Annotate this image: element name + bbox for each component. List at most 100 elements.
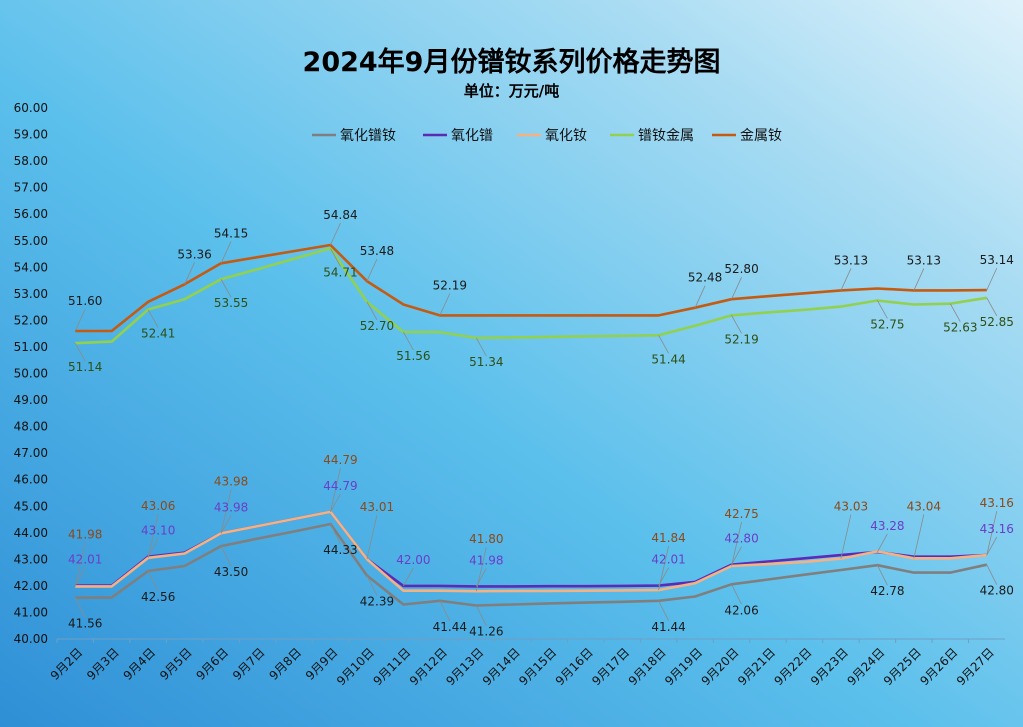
data-label: 53.36	[177, 247, 211, 261]
data-label-leader	[74, 343, 86, 362]
x-tick-label: 9月7日	[230, 645, 268, 683]
data-label-leader	[658, 600, 669, 621]
data-label: 54.15	[214, 226, 248, 240]
data-label: 41.44	[433, 620, 467, 634]
data-label-leader	[475, 337, 487, 357]
data-label-leader	[731, 276, 742, 300]
data-label: 41.84	[651, 531, 685, 545]
data-label: 43.16	[980, 522, 1014, 536]
data-label-leader	[731, 584, 742, 605]
data-label: 42.00	[396, 553, 430, 567]
x-tick-label: 9月18日	[626, 645, 669, 688]
series-line	[75, 243, 987, 333]
y-tick-label: 46.00	[14, 473, 48, 487]
x-tick-label: 9月3日	[84, 645, 122, 683]
data-label-leader	[658, 335, 669, 354]
x-tick-label: 9月17日	[589, 645, 632, 688]
series-line	[75, 510, 987, 593]
legend-entry: 氧化镨钕	[340, 128, 396, 144]
data-label-leader	[840, 514, 852, 559]
y-tick-label: 60.00	[14, 101, 48, 115]
data-label: 52.75	[870, 317, 904, 331]
data-label-leader	[731, 315, 742, 334]
y-tick-label: 41.00	[14, 605, 48, 619]
x-tick-label: 9月25日	[881, 645, 924, 688]
chart-title: 2024年9月份镨钕系列价格走势图	[302, 47, 721, 78]
data-label: 43.10	[141, 524, 175, 538]
y-tick-label: 53.00	[14, 287, 48, 301]
data-label: 43.03	[834, 500, 868, 514]
data-label: 43.16	[980, 496, 1014, 510]
data-label: 42.01	[68, 553, 102, 567]
data-label-leader	[330, 493, 341, 513]
data-label: 53.48	[360, 244, 394, 258]
data-label-leader	[220, 545, 232, 567]
data-label: 43.98	[214, 500, 248, 514]
data-label-leader	[74, 597, 86, 618]
data-label-leader	[877, 300, 888, 319]
data-label: 42.39	[360, 595, 394, 609]
x-tick-label: 9月4日	[121, 645, 159, 683]
x-tick-label: 9月13日	[443, 645, 486, 688]
data-label-leader	[330, 523, 341, 545]
x-tick-label: 9月14日	[480, 645, 523, 688]
legend-entry: 镨钕金属	[638, 128, 694, 144]
y-tick-label: 59.00	[14, 128, 48, 142]
data-label-leader	[986, 297, 998, 317]
y-tick-label: 50.00	[14, 367, 48, 381]
data-label: 52.63	[943, 321, 977, 335]
data-label-leader	[731, 546, 742, 565]
data-label: 52.70	[360, 319, 394, 333]
x-tick-label: 9月15日	[516, 645, 559, 688]
data-label: 43.98	[214, 474, 248, 488]
data-label: 53.55	[214, 296, 248, 310]
data-label: 52.48	[688, 271, 722, 285]
data-label: 43.04	[907, 499, 941, 513]
x-tick-label: 9月11日	[370, 645, 413, 688]
data-label: 42.56	[141, 590, 175, 604]
data-label: 43.28	[870, 519, 904, 533]
data-label-leader	[184, 262, 195, 285]
data-label-leader	[913, 268, 925, 291]
y-tick-label: 56.00	[14, 207, 48, 221]
data-label-leader	[220, 489, 232, 534]
y-tick-label: 49.00	[14, 393, 48, 407]
y-tick-label: 58.00	[14, 154, 48, 168]
data-label-leader	[147, 538, 159, 557]
series-line	[75, 510, 987, 588]
x-tick-label: 9月21日	[735, 645, 778, 688]
data-label: 53.13	[907, 253, 941, 267]
data-label-leader	[913, 514, 925, 559]
data-label: 52.19	[433, 278, 467, 292]
data-label-leader	[475, 568, 487, 587]
y-tick-label: 47.00	[14, 446, 48, 460]
y-tick-label: 43.00	[14, 552, 48, 566]
data-label-leader	[330, 467, 341, 512]
x-tick-label: 9月6日	[194, 645, 232, 683]
data-label-leader	[694, 285, 706, 308]
data-label: 42.78	[870, 584, 904, 598]
x-tick-label: 9月24日	[844, 645, 887, 688]
y-tick-label: 55.00	[14, 234, 48, 248]
legend-entry: 氧化镨	[451, 128, 493, 144]
data-label-leader	[731, 521, 742, 567]
data-label: 42.01	[651, 553, 685, 567]
data-label: 43.06	[141, 499, 175, 513]
y-tick-label: 48.00	[14, 420, 48, 434]
data-label: 42.06	[724, 603, 758, 617]
y-tick-label: 44.00	[14, 526, 48, 540]
y-tick-label: 45.00	[14, 499, 48, 513]
data-label-leader	[986, 536, 998, 556]
data-label: 41.98	[469, 553, 503, 567]
x-tick-label: 9月8日	[266, 645, 304, 683]
y-tick-label: 42.00	[14, 579, 48, 593]
series-line	[75, 522, 988, 607]
data-label-leader	[986, 267, 998, 291]
x-tick-label: 9月27日	[954, 645, 997, 688]
data-label-leader	[74, 542, 86, 587]
data-label-leader	[147, 570, 159, 592]
data-label: 53.13	[834, 253, 868, 267]
data-label: 43.01	[360, 500, 394, 514]
